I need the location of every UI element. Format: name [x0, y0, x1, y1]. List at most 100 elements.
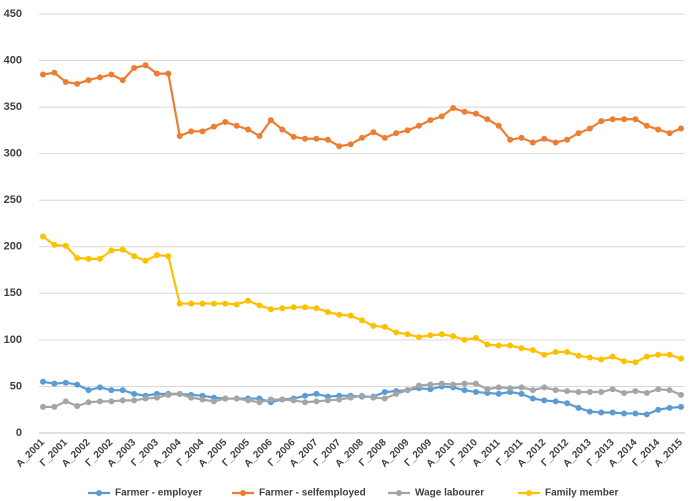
- point: [85, 399, 92, 406]
- point: [655, 351, 662, 358]
- point: [621, 116, 628, 123]
- point: [85, 255, 92, 262]
- point: [643, 389, 650, 396]
- point: [529, 139, 536, 146]
- point: [233, 122, 240, 129]
- point: [415, 334, 422, 341]
- point: [222, 395, 229, 402]
- point: [313, 390, 320, 397]
- point: [541, 397, 548, 404]
- point: [74, 254, 81, 261]
- point: [472, 110, 479, 117]
- legend-marker: [240, 490, 246, 496]
- point: [290, 397, 297, 404]
- point: [313, 398, 320, 405]
- point: [393, 130, 400, 137]
- point: [176, 132, 183, 139]
- point: [302, 399, 309, 406]
- point: [267, 117, 274, 124]
- point: [74, 80, 81, 87]
- point: [302, 135, 309, 142]
- point: [450, 381, 457, 388]
- point: [108, 247, 115, 254]
- point: [438, 331, 445, 338]
- point: [324, 397, 331, 404]
- point: [153, 70, 160, 77]
- point: [85, 387, 92, 394]
- point: [51, 380, 58, 387]
- point: [552, 348, 559, 355]
- point: [279, 126, 286, 133]
- point: [495, 342, 502, 349]
- point: [381, 323, 388, 330]
- point: [153, 252, 160, 259]
- point: [302, 304, 309, 311]
- point: [598, 409, 605, 416]
- point: [96, 74, 103, 81]
- point: [188, 394, 195, 401]
- point: [119, 246, 126, 253]
- point: [210, 300, 217, 307]
- legend-label: Family member: [545, 488, 618, 499]
- point: [518, 134, 525, 141]
- point: [678, 355, 684, 362]
- point: [324, 308, 331, 315]
- point: [598, 118, 605, 125]
- point: [609, 353, 616, 360]
- point: [529, 347, 536, 354]
- point: [165, 253, 172, 260]
- series-line: [42, 235, 682, 364]
- point: [131, 397, 138, 404]
- point: [575, 404, 582, 411]
- point: [279, 396, 286, 403]
- point: [575, 389, 582, 396]
- point: [621, 389, 628, 396]
- point: [427, 386, 434, 393]
- point: [598, 389, 605, 396]
- point: [518, 345, 525, 352]
- point: [415, 122, 422, 129]
- point: [188, 300, 195, 307]
- legend-marker: [526, 490, 532, 496]
- point: [142, 62, 149, 69]
- point: [484, 386, 491, 393]
- point: [245, 397, 252, 404]
- point: [643, 411, 650, 418]
- point: [495, 122, 502, 129]
- point: [518, 390, 525, 397]
- point: [450, 333, 457, 340]
- legend-label: Farmer - employer: [115, 488, 202, 499]
- y-tick-label: 150: [4, 287, 22, 299]
- point: [199, 396, 206, 403]
- point: [529, 387, 536, 394]
- point: [51, 69, 58, 76]
- point: [472, 389, 479, 396]
- point: [461, 387, 468, 394]
- point: [370, 394, 377, 401]
- point: [210, 123, 217, 130]
- point: [678, 403, 684, 410]
- point: [484, 116, 491, 123]
- point: [655, 386, 662, 393]
- point: [461, 380, 468, 387]
- point: [313, 135, 320, 142]
- point: [552, 387, 559, 394]
- point: [552, 139, 559, 146]
- point: [632, 116, 639, 123]
- point: [40, 378, 46, 385]
- point: [621, 410, 628, 417]
- point: [370, 322, 377, 329]
- point: [62, 242, 69, 249]
- point: [586, 389, 593, 396]
- point: [541, 384, 548, 391]
- point: [438, 113, 445, 120]
- point: [609, 409, 616, 416]
- point: [393, 390, 400, 397]
- point: [404, 387, 411, 394]
- point: [199, 300, 206, 307]
- point: [564, 388, 571, 395]
- point: [507, 385, 514, 392]
- point: [347, 141, 354, 148]
- point: [427, 381, 434, 388]
